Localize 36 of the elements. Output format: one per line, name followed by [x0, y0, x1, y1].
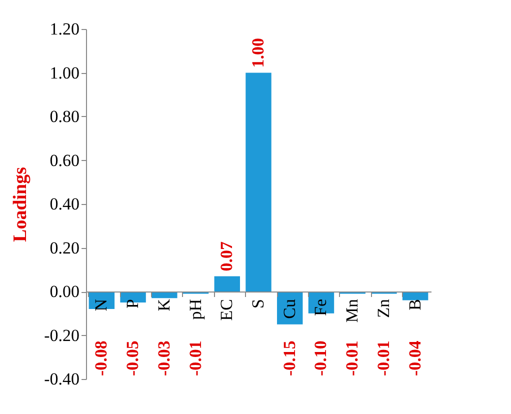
x-tick-label: pH [186, 299, 205, 320]
y-tick-label: 1.20 [50, 20, 80, 38]
y-tick-label: 1.00 [50, 63, 80, 82]
x-tick-label: S [248, 299, 268, 308]
data-label: -0.04 [405, 340, 424, 376]
x-tick-label: K [154, 298, 174, 312]
x-tick-label: P [123, 299, 142, 308]
x-tick-label: Mn [342, 298, 362, 323]
y-axis-title: Loadings [10, 167, 32, 242]
data-label: -0.10 [311, 340, 330, 376]
x-tick-label: Zn [374, 298, 393, 318]
y-tick-label: 0.60 [50, 150, 80, 170]
data-label: -0.01 [186, 340, 205, 376]
y-tick-label: -0.20 [44, 326, 80, 345]
bar [246, 72, 272, 292]
y-tick-label: 0.80 [50, 107, 80, 126]
data-label: -0.01 [374, 340, 393, 376]
data-label: -0.01 [342, 340, 362, 376]
y-tick-label: 0.20 [50, 238, 80, 258]
x-tick-label: Fe [311, 299, 330, 316]
bar [214, 276, 240, 292]
x-tick-label: Cu [280, 298, 299, 319]
data-label: -0.05 [123, 340, 142, 376]
y-tick-label: -0.40 [44, 370, 80, 388]
data-label: 0.07 [217, 240, 236, 272]
data-label: -0.03 [154, 340, 174, 376]
data-label: -0.15 [280, 340, 299, 376]
x-tick-label: B [405, 299, 424, 310]
bar [402, 292, 428, 300]
data-label: 1.00 [248, 38, 268, 68]
y-tick-label: 0.00 [50, 282, 80, 301]
data-label: -0.08 [92, 340, 111, 376]
y-tick-label: 0.40 [50, 194, 80, 214]
bar [277, 292, 303, 324]
x-tick-label: N [92, 299, 111, 312]
x-tick-label: EC [217, 299, 236, 321]
